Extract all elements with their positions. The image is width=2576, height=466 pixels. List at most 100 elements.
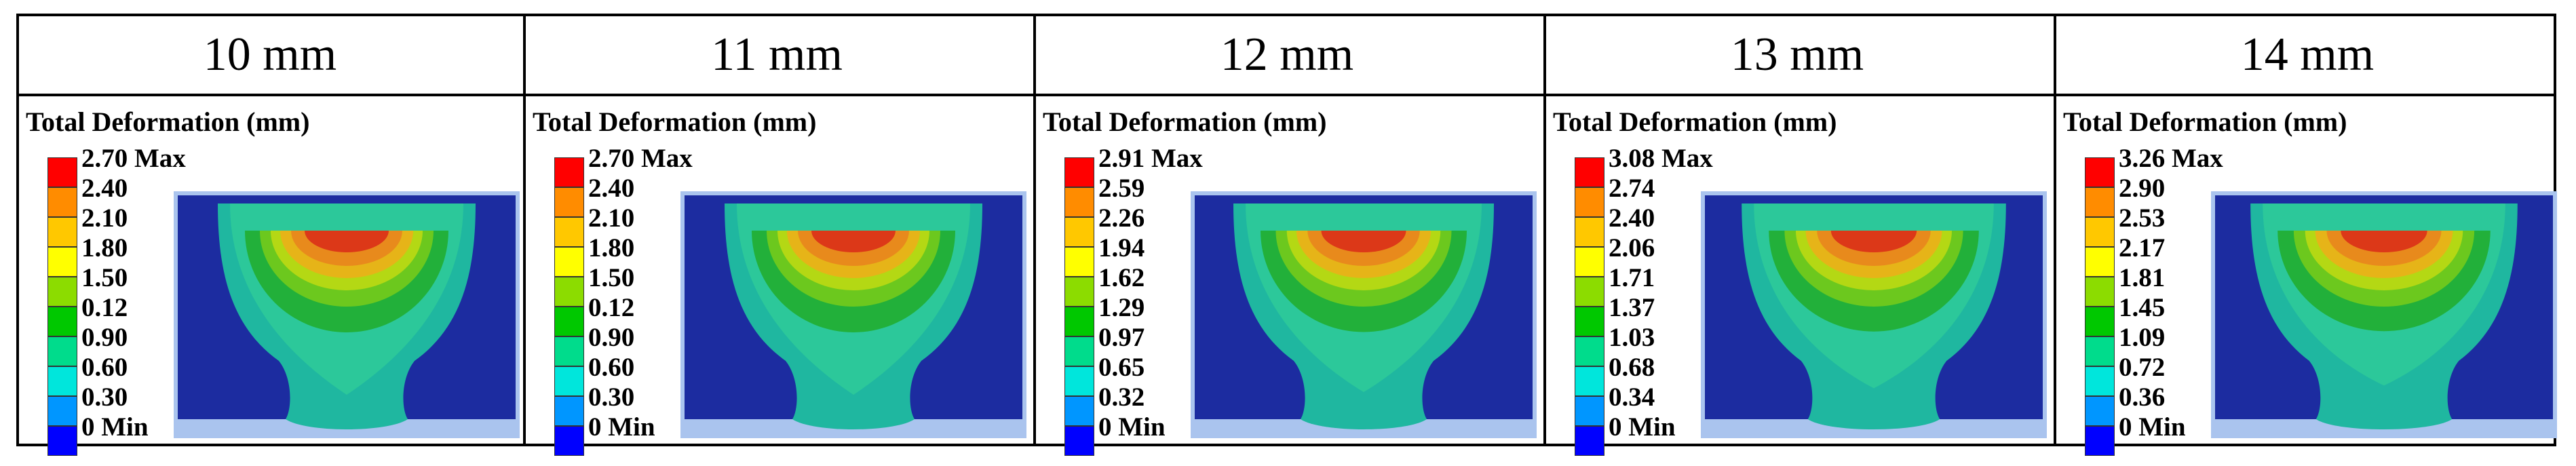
panel-title: 14 mm [2240, 28, 2375, 81]
legend-swatch [1064, 187, 1094, 217]
panel-title: 12 mm [1220, 28, 1354, 81]
legend-swatch [1064, 157, 1094, 187]
panel-title: 13 mm [1730, 28, 1864, 81]
legend-swatch [1064, 336, 1094, 366]
legend-swatch [47, 277, 77, 307]
legend-swatch [2085, 307, 2115, 336]
legend-swatch [554, 366, 584, 396]
legend-label: 0.12 [588, 293, 635, 322]
contour-plot [174, 191, 520, 438]
contour-band [305, 231, 389, 252]
legend-swatch [47, 307, 77, 336]
legend-label: 2.70 Max [81, 144, 186, 173]
legend-label: 1.62 [1098, 263, 1145, 292]
legend-swatch [2085, 217, 2115, 247]
legend-label: 1.80 [588, 233, 635, 263]
contour-plot [2211, 191, 2557, 438]
legend-label: 1.71 [1609, 263, 1655, 292]
legend-swatch [47, 247, 77, 277]
column-divider [1033, 14, 1036, 446]
legend-label: 2.10 [81, 203, 128, 233]
contour-band [1321, 231, 1406, 252]
legend-label: 2.74 [1609, 174, 1655, 203]
legend-label: 0.90 [588, 323, 635, 352]
legend-label: 2.91 Max [1098, 144, 1203, 173]
legend-label: 1.03 [1609, 323, 1655, 352]
column-divider [2054, 14, 2056, 446]
panel-title: 11 mm [711, 28, 843, 81]
legend-label: 0 Min [1609, 412, 1676, 442]
contour-band [1830, 231, 1917, 252]
legend-swatch [1064, 307, 1094, 336]
legend-label: 0.12 [81, 293, 128, 322]
legend-swatch [554, 396, 584, 426]
legend-label: 2.90 [2119, 174, 2166, 203]
legend-label: 3.08 Max [1609, 144, 1713, 173]
legend-label: 2.40 [81, 174, 128, 203]
legend-swatch [1064, 426, 1094, 456]
legend-swatch [2085, 396, 2115, 426]
legend-swatch [1575, 217, 1604, 247]
legend-swatch [554, 157, 584, 187]
legend-label: 2.70 Max [588, 144, 693, 173]
legend-swatch [554, 217, 584, 247]
legend-swatch [1064, 247, 1094, 277]
legend-swatch [1064, 366, 1094, 396]
legend-label: 1.09 [2119, 323, 2166, 352]
legend-swatch [1575, 307, 1604, 336]
legend-swatch [2085, 426, 2115, 456]
legend-label: 0.30 [81, 383, 128, 412]
legend-swatch [1064, 277, 1094, 307]
result-title: Total Deformation (mm) [26, 106, 310, 137]
legend-swatch [2085, 247, 2115, 277]
result-title: Total Deformation (mm) [2063, 106, 2347, 137]
result-title: Total Deformation (mm) [1553, 106, 1837, 137]
legend-label: 0.60 [588, 353, 635, 382]
legend-label: 0.97 [1098, 323, 1145, 352]
legend-swatch [1064, 396, 1094, 426]
result-title: Total Deformation (mm) [1043, 106, 1327, 137]
legend-swatch [2085, 157, 2115, 187]
legend-swatch [1575, 157, 1604, 187]
legend-label: 0.90 [81, 323, 128, 352]
legend-label: 2.06 [1609, 233, 1655, 263]
legend-swatch [1575, 426, 1604, 456]
contour-plot [1191, 191, 1537, 438]
legend-swatch [47, 336, 77, 366]
legend-swatch [554, 247, 584, 277]
legend-swatch [47, 396, 77, 426]
legend-swatch [47, 217, 77, 247]
result-title: Total Deformation (mm) [533, 106, 817, 137]
legend-swatch [1575, 187, 1604, 217]
legend-label: 3.26 Max [2119, 144, 2223, 173]
legend-swatch [47, 187, 77, 217]
contour-band [2341, 231, 2427, 252]
legend-swatch [1064, 217, 1094, 247]
legend-swatch [47, 157, 77, 187]
column-divider [1543, 14, 1546, 446]
legend-swatch [554, 307, 584, 336]
legend-label: 1.94 [1098, 233, 1145, 263]
legend-label: 1.29 [1098, 293, 1145, 322]
legend-swatch [2085, 336, 2115, 366]
legend-label: 0.34 [1609, 383, 1655, 412]
legend-label: 1.80 [81, 233, 128, 263]
legend-swatch [2085, 366, 2115, 396]
legend-label: 2.40 [588, 174, 635, 203]
legend-label: 2.40 [1609, 203, 1655, 233]
legend-label: 0.68 [1609, 353, 1655, 382]
legend-label: 0.36 [2119, 383, 2166, 412]
legend-swatch [554, 277, 584, 307]
legend-swatch [554, 187, 584, 217]
legend-swatch [2085, 277, 2115, 307]
legend-label: 2.59 [1098, 174, 1145, 203]
legend-label: 2.26 [1098, 203, 1145, 233]
column-divider [523, 14, 526, 446]
legend-swatch [47, 426, 77, 456]
panel-title: 10 mm [203, 28, 337, 81]
legend-swatch [1575, 396, 1604, 426]
contour-band [1807, 419, 1940, 429]
header-divider [16, 94, 2556, 96]
legend-label: 0 Min [1098, 412, 1166, 442]
